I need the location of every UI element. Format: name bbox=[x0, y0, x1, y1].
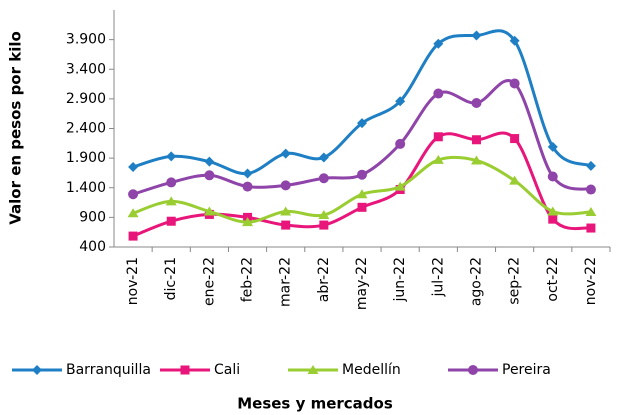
point bbox=[510, 134, 520, 144]
legend-label: Pereira bbox=[502, 362, 551, 378]
y-tick-label: 2.400 bbox=[66, 121, 106, 137]
point bbox=[357, 202, 367, 212]
x-tick-label: sep-22 bbox=[507, 257, 523, 305]
point bbox=[395, 96, 406, 107]
point bbox=[356, 189, 368, 199]
point bbox=[128, 231, 138, 241]
x-tick-label: feb-22 bbox=[240, 257, 256, 302]
point bbox=[433, 132, 443, 142]
y-tick-label: 1.900 bbox=[66, 150, 106, 166]
point bbox=[509, 175, 521, 185]
point bbox=[471, 135, 481, 145]
point bbox=[585, 160, 596, 171]
x-tick-label: jun-22 bbox=[392, 257, 408, 303]
point bbox=[547, 141, 558, 152]
point bbox=[585, 184, 596, 195]
point bbox=[318, 173, 329, 184]
legend-marker bbox=[307, 365, 319, 374]
x-tick-label: nov-22 bbox=[583, 257, 599, 305]
point bbox=[166, 151, 177, 162]
point bbox=[318, 152, 329, 163]
point bbox=[127, 208, 139, 218]
x-axis-label: Meses y mercados bbox=[237, 395, 393, 413]
point bbox=[166, 216, 176, 226]
point bbox=[357, 169, 367, 180]
point bbox=[204, 156, 215, 167]
x-tick-label: may-22 bbox=[354, 257, 370, 310]
x-tick-label: nov-21 bbox=[125, 257, 141, 305]
point bbox=[471, 98, 482, 109]
point bbox=[395, 138, 406, 149]
point bbox=[432, 154, 444, 164]
point bbox=[166, 177, 177, 188]
point bbox=[319, 220, 329, 230]
legend-marker bbox=[468, 365, 478, 375]
point bbox=[585, 207, 597, 217]
y-tick-label: 3.900 bbox=[66, 32, 106, 48]
point bbox=[203, 206, 215, 216]
series-line bbox=[132, 131, 592, 238]
point bbox=[547, 171, 558, 182]
point bbox=[470, 155, 482, 165]
x-tick-label: dic-21 bbox=[163, 257, 179, 300]
point bbox=[128, 189, 139, 200]
point bbox=[242, 168, 253, 179]
point bbox=[318, 210, 330, 220]
point bbox=[242, 181, 253, 192]
x-tick-label: jul-22 bbox=[430, 257, 446, 298]
point bbox=[280, 148, 291, 159]
point bbox=[281, 220, 291, 230]
y-axis-label: Valor en pesos por kilo bbox=[7, 31, 25, 225]
x-tick-label: oct-22 bbox=[545, 257, 561, 302]
point bbox=[586, 223, 596, 233]
x-tick-label: abr-22 bbox=[316, 257, 332, 302]
point bbox=[433, 38, 444, 49]
point bbox=[165, 196, 177, 206]
point bbox=[471, 30, 482, 41]
y-tick-label: 400 bbox=[79, 239, 106, 255]
x-tick-label: mar-22 bbox=[278, 257, 294, 307]
y-tick-label: 3.400 bbox=[66, 61, 106, 77]
legend-label: Medellín bbox=[342, 362, 401, 378]
point bbox=[509, 35, 520, 46]
point bbox=[548, 214, 558, 224]
legend-label: Barranquilla bbox=[66, 362, 151, 378]
point bbox=[204, 170, 215, 181]
point bbox=[433, 88, 444, 99]
point bbox=[394, 181, 406, 191]
point bbox=[357, 118, 367, 129]
point bbox=[280, 180, 291, 191]
x-tick-label: ene-22 bbox=[201, 257, 217, 306]
legend-marker bbox=[32, 365, 42, 375]
point bbox=[128, 162, 139, 173]
point bbox=[280, 206, 292, 216]
y-tick-label: 900 bbox=[79, 209, 106, 225]
legend-marker bbox=[180, 365, 190, 375]
point bbox=[242, 217, 254, 227]
x-tick-label: ago-22 bbox=[468, 257, 484, 306]
y-tick-label: 1.400 bbox=[66, 180, 106, 196]
point bbox=[509, 78, 520, 89]
legend-label: Cali bbox=[214, 362, 240, 378]
point bbox=[547, 206, 559, 216]
y-tick-label: 2.900 bbox=[66, 91, 106, 107]
